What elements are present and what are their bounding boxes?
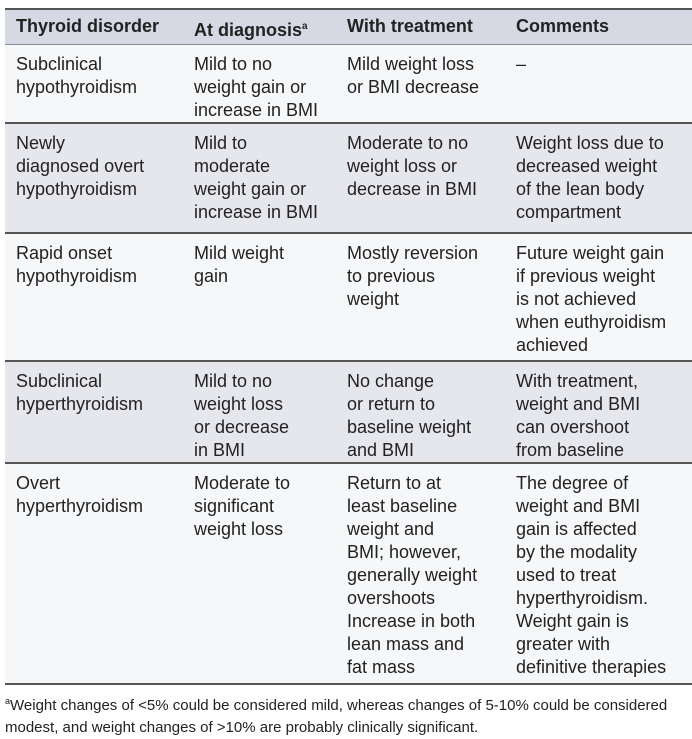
cell-diagnosis: Mild to no weight gain or increase in BM… [194,54,319,120]
cell-disorder: Subclinical hyperthyroidism [16,371,144,414]
header-thyroid-disorder: Thyroid disorder [5,10,194,44]
footnote-marker: a [302,21,308,32]
cell-comments: The degree of weight and BMI gain is aff… [516,473,667,677]
cell-treatment: Mostly reversion to previous weight [347,243,479,309]
cell-disorder: Subclinical hypothyroidism [16,54,138,97]
cell-treatment: Mild weight loss or BMI decrease [347,54,480,97]
cell-diagnosis: Mild weight gain [194,243,285,286]
cell-comments: Weight loss due to decreased weight of t… [516,133,664,222]
cell-disorder: Newly diagnosed overt hypothyroidism [16,133,145,199]
cell-comments: With treatment, weight and BMI can overs… [516,371,641,460]
cell-diagnosis: Mild to moderate weight gain or increase… [194,133,319,222]
cell-diagnosis: Moderate to significant weight loss [194,473,291,539]
cell-treatment: Moderate to no weight loss or decrease i… [347,133,478,199]
cell-disorder: Rapid onset hypothyroidism [16,243,138,286]
header-comments: Comments [516,16,610,36]
footnote-marker: a [5,696,11,706]
footnote-text: Weight changes of <5% could be considere… [5,697,668,736]
table-row: Rapid onset hypothyroidism Mild weight g… [5,234,692,362]
cell-diagnosis: Mild to no weight loss or decrease in BM… [194,371,290,460]
cell-treatment: No change or return to baseline weight a… [347,371,472,460]
thyroid-weight-table: Thyroid disorder At diagnosisa With trea… [5,8,692,685]
header-label: At diagnosis [194,20,303,40]
table-row: Newly diagnosed overt hypothyroidism Mil… [5,124,692,234]
cell-treatment: Return to at least baseline weight and B… [347,473,478,677]
header-at-diagnosis: At diagnosisa [194,10,347,44]
table-footnote: aWeight changes of <5% could be consider… [5,690,685,739]
table-row: Overt hyperthyroidism Moderate to signif… [5,464,692,685]
table-header-row: Thyroid disorder At diagnosisa With trea… [5,10,692,45]
header-label: Thyroid disorder [16,16,160,36]
header-with-treatment: With treatment [347,16,473,36]
table-row: Subclinical hyperthyroidism Mild to no w… [5,362,692,464]
cell-comments: – [516,54,527,74]
cell-disorder: Overt hyperthyroidism [16,473,144,516]
table-row: Subclinical hypothyroidism Mild to no we… [5,45,692,124]
cell-comments: Future weight gain if previous weight is… [516,243,667,355]
